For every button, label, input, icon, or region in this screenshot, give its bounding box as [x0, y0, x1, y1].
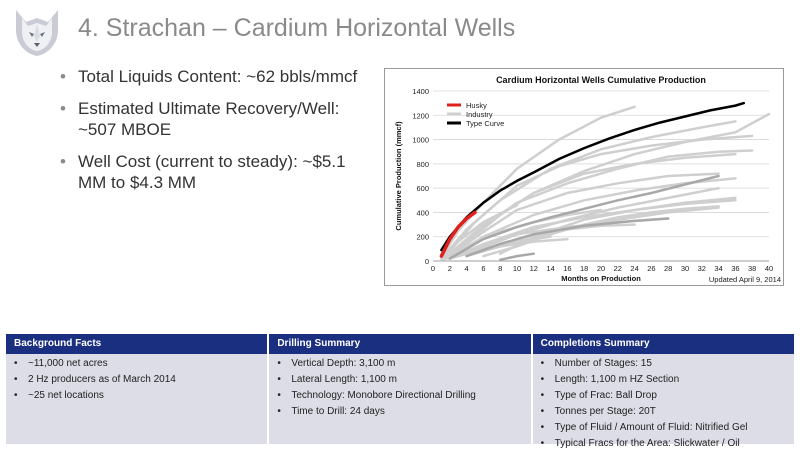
- x-tick-label: 0: [431, 264, 435, 273]
- completions-summary-item: Tonnes per Stage: 20T: [539, 405, 788, 418]
- background-facts-header: Background Facts: [6, 334, 268, 354]
- x-tick-label: 20: [597, 264, 605, 273]
- background-fact-item: 2 Hz producers as of March 2014: [12, 373, 261, 386]
- key-metrics-list: Total Liquids Content: ~62 bbls/mmcf Est…: [56, 66, 376, 204]
- x-tick-label: 28: [664, 264, 672, 273]
- drilling-summary-list: Vertical Depth: 3,100 m Lateral Length: …: [269, 354, 530, 418]
- legend-label: Type Curve: [466, 119, 504, 128]
- completions-summary-item: Type of Frac: Ball Drop: [539, 389, 788, 402]
- x-tick-label: 4: [465, 264, 469, 273]
- background-fact-item: ~25 net locations: [12, 389, 261, 402]
- bullet-liquids-content: Total Liquids Content: ~62 bbls/mmcf: [56, 66, 376, 87]
- completions-summary-item: Number of Stages: 15: [539, 357, 788, 370]
- background-facts-list: ~11,000 net acres 2 Hz producers as of M…: [6, 354, 267, 402]
- y-tick-label: 600: [416, 184, 429, 193]
- type-curve-line: [440, 101, 746, 252]
- x-tick-label: 18: [580, 264, 588, 273]
- completions-summary-column: Completions Summary Number of Stages: 15…: [532, 334, 794, 450]
- industry-well-line: [465, 217, 670, 258]
- bullet-well-cost: Well Cost (current to steady): ~$5.1 MM …: [56, 151, 376, 193]
- drilling-summary-header: Drilling Summary: [269, 334, 531, 354]
- industry-well-line: [448, 172, 720, 258]
- x-tick-label: 30: [681, 264, 689, 273]
- drilling-summary-item: Technology: Monobore Directional Drillin…: [275, 389, 524, 402]
- x-axis-label: Months on Production: [561, 274, 641, 283]
- y-tick-label: 1400: [412, 87, 429, 96]
- legend-label: Husky: [466, 101, 487, 110]
- chart-title: Cardium Horizontal Wells Cumulative Prod…: [496, 75, 706, 85]
- chart-footnote: Updated April 9, 2014: [709, 275, 781, 284]
- legend-label: Industry: [466, 110, 493, 119]
- completions-summary-item: Type of Fluid / Amount of Fluid: Nitrifi…: [539, 421, 788, 434]
- x-tick-label: 10: [513, 264, 521, 273]
- background-facts-column: Background Facts ~11,000 net acres 2 Hz …: [6, 334, 270, 444]
- x-tick-label: 40: [765, 264, 773, 273]
- x-tick-label: 14: [546, 264, 554, 273]
- bullet-eur-per-well: Estimated Ultimate Recovery/Well: ~507 M…: [56, 98, 376, 140]
- drilling-summary-column: Drilling Summary Vertical Depth: 3,100 m…: [269, 334, 533, 444]
- x-tick-label: 8: [498, 264, 502, 273]
- y-tick-label: 400: [416, 208, 429, 217]
- drilling-summary-item: Lateral Length: 1,100 m: [275, 373, 524, 386]
- drilling-summary-item: Time to Drill: 24 days: [275, 405, 524, 418]
- x-tick-label: 16: [563, 264, 571, 273]
- x-tick-label: 22: [614, 264, 622, 273]
- y-axis-label: Cumulative Production (mmcf): [394, 121, 403, 231]
- y-tick-label: 1000: [412, 136, 429, 145]
- husky-logo-icon: [16, 10, 58, 56]
- x-tick-label: 2: [448, 264, 452, 273]
- cumulative-production-chart: Cardium Horizontal Wells Cumulative Prod…: [384, 68, 784, 286]
- completions-summary-header: Completions Summary: [532, 334, 794, 354]
- y-tick-label: 1200: [412, 111, 429, 120]
- husky-well-line: [439, 210, 477, 258]
- industry-well-line: [498, 252, 536, 262]
- y-tick-label: 200: [416, 233, 429, 242]
- background-fact-item: ~11,000 net acres: [12, 357, 261, 370]
- slide-title: 4. Strachan – Cardium Horizontal Wells: [78, 14, 516, 42]
- industry-well-line: [440, 237, 569, 262]
- x-tick-label: 6: [481, 264, 485, 273]
- x-tick-label: 34: [714, 264, 722, 273]
- x-tick-label: 36: [731, 264, 739, 273]
- industry-well-line: [440, 105, 636, 259]
- completions-summary-list: Number of Stages: 15 Length: 1,100 m HZ …: [533, 354, 794, 450]
- industry-well-line: [448, 152, 737, 255]
- x-tick-label: 26: [647, 264, 655, 273]
- drilling-summary-item: Vertical Depth: 3,100 m: [275, 357, 524, 370]
- x-tick-label: 38: [748, 264, 756, 273]
- completions-summary-item: Typical Fracs for the Area: Slickwater /…: [539, 437, 788, 450]
- x-tick-label: 12: [530, 264, 538, 273]
- facts-table: Background Facts ~11,000 net acres 2 Hz …: [6, 334, 794, 450]
- x-tick-label: 24: [630, 264, 638, 273]
- y-tick-label: 0: [425, 257, 429, 266]
- x-tick-label: 32: [698, 264, 706, 273]
- industry-well-line: [440, 203, 519, 260]
- y-tick-label: 800: [416, 160, 429, 169]
- industry-well-line: [448, 174, 720, 260]
- completions-summary-item: Length: 1,100 m HZ Section: [539, 373, 788, 386]
